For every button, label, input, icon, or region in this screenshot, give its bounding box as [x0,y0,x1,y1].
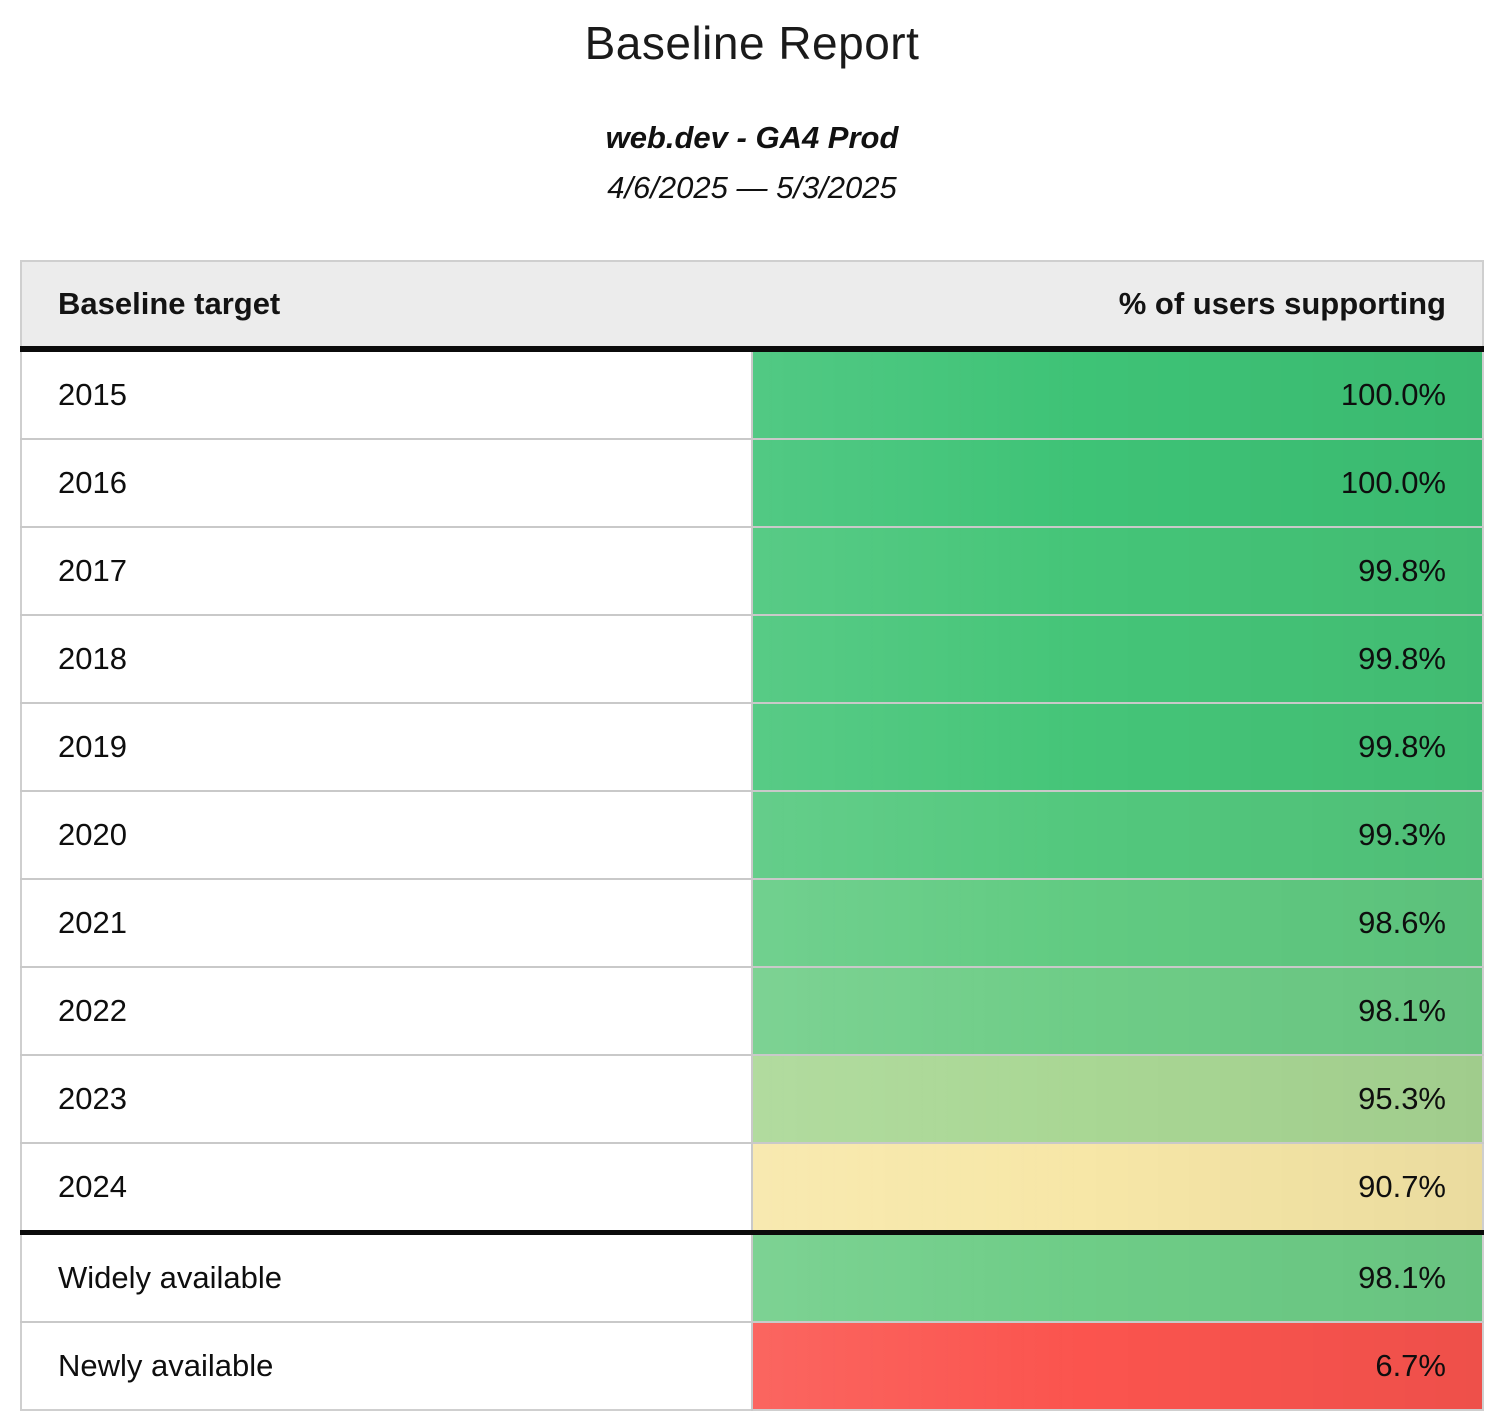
value-cell: 99.8% [752,614,1483,703]
value-cell: 98.1% [752,966,1483,1055]
table-row: 2020 99.3% [21,790,1483,879]
target-cell: 2024 [21,1142,753,1233]
target-cell: 2020 [21,790,753,879]
target-cell: 2016 [21,438,753,527]
table-row: 2019 99.8% [21,702,1483,791]
value-cell: 99.8% [752,526,1483,615]
table-row: Widely available 98.1% [21,1230,1483,1322]
table-row: 2016 100.0% [21,438,1483,527]
value-cell: 98.6% [752,878,1483,967]
value-cell: 95.3% [752,1054,1483,1143]
target-cell: 2017 [21,526,753,615]
target-cell: 2023 [21,1054,753,1143]
table-header-row: Baseline target % of users supporting [21,261,1483,352]
table-row: 2017 99.8% [21,526,1483,615]
page-title: Baseline Report [584,17,920,69]
value-cell: 99.3% [752,790,1483,879]
report-date-range: 4/6/2025 — 5/3/2025 [607,170,897,205]
target-cell: 2018 [21,614,753,703]
table-row: 2015 100.0% [21,348,1483,439]
value-cell: 99.8% [752,702,1483,791]
target-cell: 2019 [21,702,753,791]
table-row: 2023 95.3% [21,1054,1483,1143]
table-row: 2024 90.7% [21,1142,1483,1233]
table-row: 2018 99.8% [21,614,1483,703]
table-row: 2022 98.1% [21,966,1483,1055]
table-row: Newly available 6.7% [21,1321,1483,1410]
report-subtitle: web.dev - GA4 Prod [605,120,899,155]
value-cell: 100.0% [752,438,1483,527]
table-body: 2015 100.0% 2016 100.0% 2017 99.8% 2018 99.8% 20… [21,348,1483,1410]
table-row: 2021 98.6% [21,878,1483,967]
target-cell: 2021 [21,878,753,967]
value-cell: 98.1% [752,1230,1483,1322]
value-cell: 6.7% [752,1321,1483,1410]
target-cell: Newly available [21,1321,753,1410]
target-cell: 2015 [21,348,753,439]
value-cell: 100.0% [752,348,1483,439]
target-cell: Widely available [21,1230,753,1322]
header-users-supporting: % of users supporting [752,261,1483,352]
value-cell: 90.7% [752,1142,1483,1233]
target-cell: 2022 [21,966,753,1055]
header-baseline-target: Baseline target [21,261,752,352]
baseline-report-table: Baseline target % of users supporting 20… [20,260,1484,1411]
